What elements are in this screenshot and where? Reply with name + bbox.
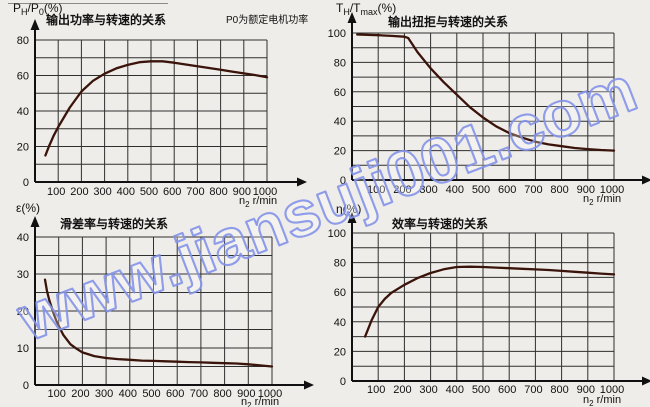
x-tick-label: 600: [498, 184, 516, 196]
y-axis-label: ε(%): [16, 201, 40, 215]
x-tick-label: 500: [472, 184, 490, 196]
x-tick-label: 800: [213, 388, 231, 400]
y-tick-label: 60: [334, 287, 346, 299]
x-axis-label: n2 r/min: [583, 394, 621, 407]
x-tick-label: 1000: [600, 384, 624, 396]
y-tick-label: 20: [17, 306, 29, 318]
y-tick-label: 60: [334, 87, 346, 99]
y-axis-arrow: [347, 12, 357, 23]
x-tick-label: 200: [393, 384, 411, 396]
x-tick-label: 500: [140, 186, 158, 198]
y-tick-label: 80: [334, 258, 346, 270]
x-axis-arrow: [304, 380, 314, 390]
x-axis-label: n2 r/min: [241, 396, 279, 407]
y-tick-label: 0: [340, 175, 346, 187]
x-axis-arrow: [642, 376, 650, 386]
y-axis-arrow: [30, 216, 40, 227]
y-tick-label: 20: [334, 346, 346, 358]
chart-title: 效率与转速的关系: [392, 216, 488, 231]
chart-title: 输出扭拒与转速的关系: [388, 14, 508, 29]
y-tick-label: 80: [17, 35, 29, 47]
x-tick-label: 300: [419, 384, 437, 396]
y-tick-label: 40: [334, 116, 346, 128]
x-tick-label: 600: [166, 388, 184, 400]
x-tick-label: 200: [70, 186, 88, 198]
x-tick-label: 500: [472, 384, 490, 396]
y-tick-label: 60: [17, 71, 29, 83]
x-tick-label: 700: [524, 184, 542, 196]
chart-slip-rate-vs-speed: 0 10 20 30 40 100 200 300 400 500 600 700 800 900 1000…: [16, 201, 314, 407]
x-axis-arrow: [642, 175, 650, 185]
x-tick-label: 1000: [600, 184, 624, 196]
y-axis-label: PH/P0(%): [13, 1, 63, 17]
y-tick-label: 30: [17, 269, 29, 281]
y-tick-label: 100: [328, 228, 346, 240]
x-tick-label: 1000: [258, 388, 282, 400]
y-axis-label: TH/Tmax(%): [336, 1, 396, 17]
y-tick-label: 40: [334, 317, 346, 329]
y-tick-label: 10: [17, 343, 29, 355]
x-tick-label: 900: [577, 384, 595, 396]
x-tick-label: 400: [446, 184, 464, 196]
x-tick-label: 400: [119, 388, 137, 400]
x-tick-label: 100: [47, 186, 65, 198]
x-tick-label: 600: [498, 384, 516, 396]
watermark-text: www.jiansuji001.com: [8, 52, 646, 354]
y-axis-arrow: [30, 19, 40, 30]
x-tick-label: 900: [577, 184, 595, 196]
chart-title: 滑差率与转速的关系: [60, 216, 168, 231]
x-axis-label: n2 r/min: [239, 195, 277, 209]
x-tick-label: 300: [95, 388, 113, 400]
data-curve: [43, 278, 274, 368]
x-tick-label: 700: [186, 186, 204, 198]
y-tick-label: 80: [334, 57, 346, 69]
data-curve: [363, 265, 616, 338]
chart-title: 输出功率与转速的关系: [46, 12, 166, 27]
x-tick-label: 800: [550, 184, 568, 196]
data-curve: [356, 33, 616, 152]
y-tick-label: 0: [23, 177, 29, 189]
x-tick-label: 1000: [253, 186, 277, 198]
x-tick-label: 900: [233, 186, 251, 198]
x-tick-label: 300: [419, 184, 437, 196]
scan-artifact-line: [8, 3, 168, 4]
x-tick-label: 700: [524, 384, 542, 396]
chart-note: P0为额定电机功率: [226, 13, 308, 26]
y-tick-label: 100: [328, 28, 346, 40]
y-tick-label: 40: [17, 232, 29, 244]
x-tick-label: 600: [163, 186, 181, 198]
y-axis-arrow: [347, 212, 357, 223]
x-axis-label: n2 r/min: [583, 193, 621, 207]
x-tick-label: 200: [71, 388, 89, 400]
x-tick-label: 900: [237, 388, 255, 400]
y-axis-label: η(%): [336, 202, 361, 216]
data-curve: [44, 60, 269, 157]
x-tick-label: 300: [93, 186, 111, 198]
chart-efficiency-vs-speed: 0 20 40 60 80 100 100 200 300 400 500 600 700 800 900 1…: [328, 202, 650, 407]
chart-output-torque-vs-speed: 0 20 40 60 80 100 100 200 300 400 500 600 700 800 900 1…: [328, 1, 650, 207]
x-tick-label: 800: [209, 186, 227, 198]
x-tick-label: 700: [190, 388, 208, 400]
x-axis-arrow: [297, 177, 307, 187]
x-tick-label: 100: [367, 384, 385, 396]
x-tick-label: 400: [117, 186, 135, 198]
y-tick-label: 0: [23, 380, 29, 392]
x-tick-label: 400: [446, 384, 464, 396]
x-tick-label: 500: [142, 388, 160, 400]
x-tick-label: 100: [48, 388, 66, 400]
y-tick-label: 40: [17, 106, 29, 118]
x-tick-label: 200: [393, 184, 411, 196]
y-tick-label: 20: [334, 146, 346, 158]
x-tick-label: 800: [550, 384, 568, 396]
y-tick-label: 20: [17, 142, 29, 154]
y-tick-label: 0: [340, 376, 346, 388]
x-tick-label: 100: [367, 184, 385, 196]
chart-output-power-vs-speed: 0 20 40 60 80 100 200 300 400 500 600 700 800 900 1000…: [13, 1, 308, 209]
